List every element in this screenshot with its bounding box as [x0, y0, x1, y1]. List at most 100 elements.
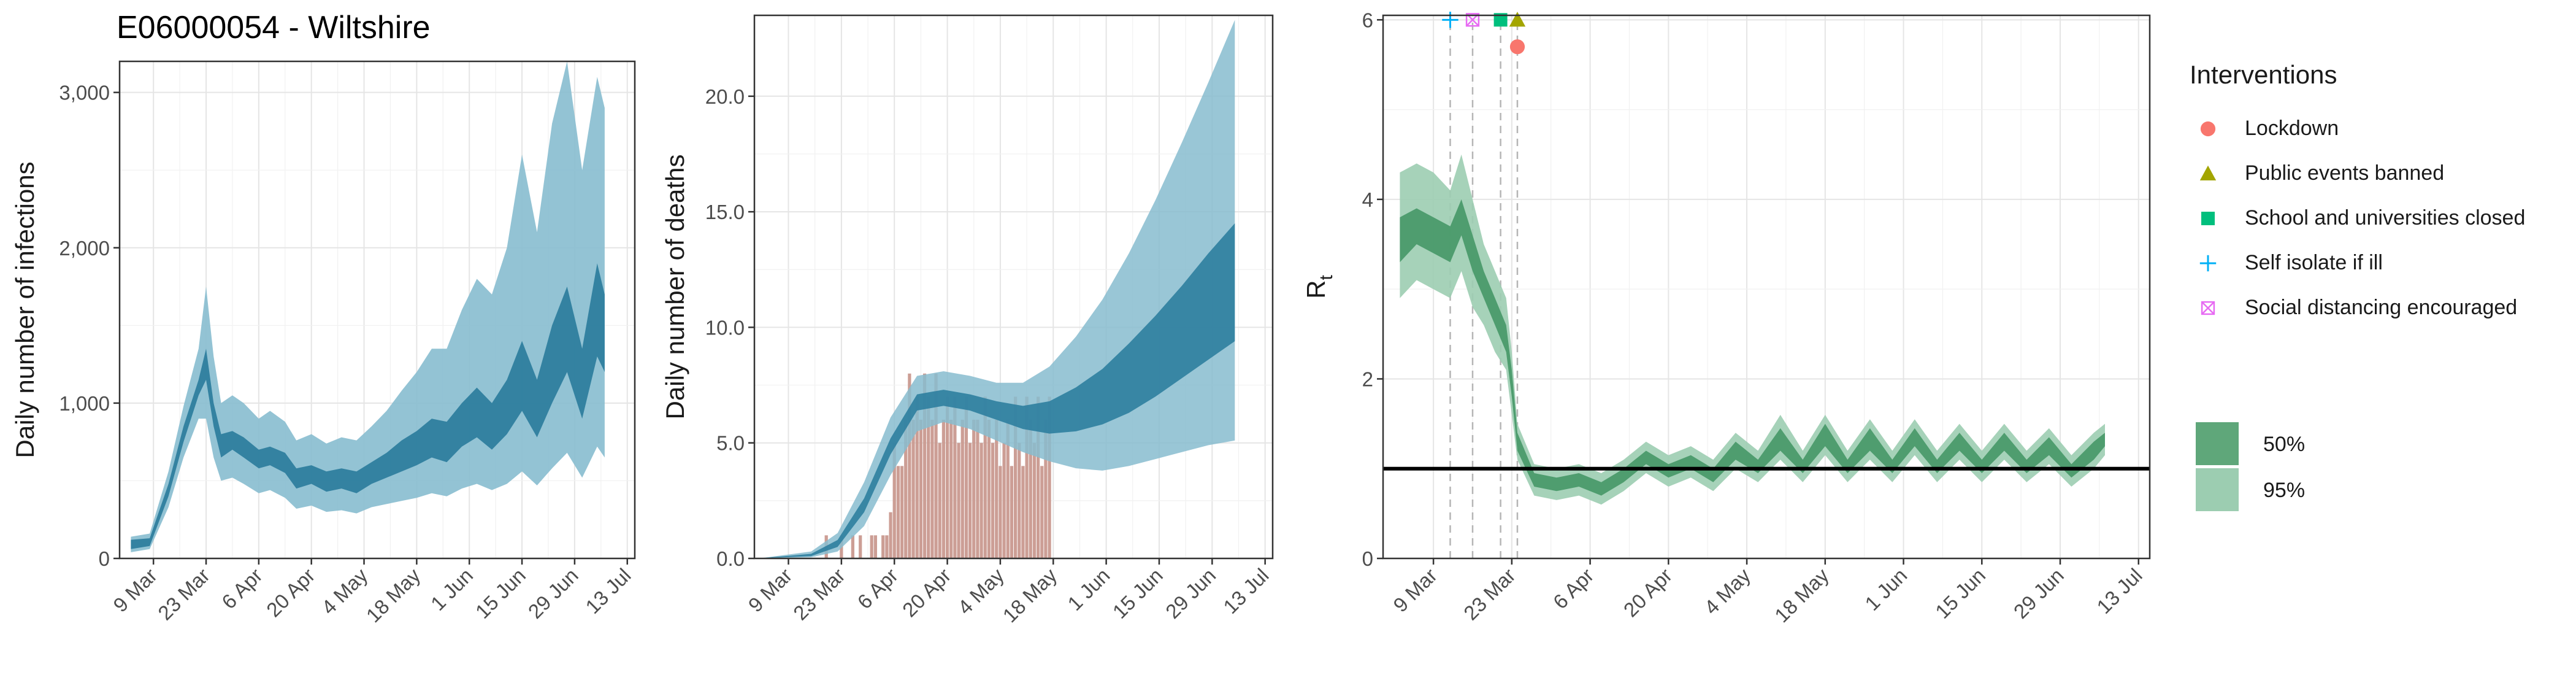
legend-label: Social distancing encouraged — [2245, 296, 2518, 319]
legend-item-plus: Self isolate if ill — [2183, 245, 2564, 282]
death-bar — [919, 420, 923, 558]
death-bar — [964, 396, 968, 558]
x-tick-label: 1 Jun — [1860, 564, 1911, 615]
x-tick-label: 13 Jul — [2092, 564, 2146, 618]
plus-icon — [2199, 255, 2217, 272]
legend-item-triangle: Public events banned — [2183, 155, 2564, 192]
legend-label: Self isolate if ill — [2245, 251, 2383, 274]
x-tick-label: 29 Jun — [1161, 564, 1220, 623]
death-bar — [889, 512, 892, 558]
x-tick-label: 29 Jun — [524, 564, 583, 623]
death-bar — [991, 442, 995, 558]
death-bar — [896, 466, 900, 558]
triangle-icon — [2199, 165, 2217, 180]
y-tick-label: 0.0 — [716, 547, 745, 570]
y-tick-label: 5.0 — [716, 432, 745, 455]
death-bar — [911, 420, 915, 558]
death-bar — [999, 466, 1002, 558]
death-bar — [885, 535, 889, 558]
y-tick-label: 10.0 — [705, 316, 745, 339]
legend: Interventions Lockdown Public events bann… — [2183, 49, 2564, 601]
y-tick-label: 0 — [99, 547, 110, 570]
y-tick-label: 20.0 — [705, 85, 745, 108]
death-bar — [922, 373, 927, 558]
x-tick-label: 29 Jun — [2009, 564, 2068, 623]
death-bar — [987, 420, 991, 558]
ci-swatch — [2196, 468, 2239, 511]
intervention-marker — [1509, 39, 1525, 55]
death-bar — [972, 420, 976, 558]
ci-swatch — [2196, 422, 2239, 465]
death-bar — [1032, 442, 1037, 558]
boxcross-icon — [2201, 301, 2215, 315]
x-tick-label: 18 May — [999, 563, 1062, 627]
intervention-marker — [1493, 13, 1508, 27]
legend-label: Lockdown — [2245, 117, 2339, 140]
x-tick-label: 6 Apr — [1549, 564, 1598, 614]
ribbon-95 — [758, 20, 1235, 558]
ribbon-50 — [131, 263, 605, 549]
x-tick-label: 15 Jun — [1108, 564, 1167, 623]
death-bar — [908, 373, 911, 558]
death-bar — [976, 420, 979, 558]
x-tick-label: 15 Jun — [1931, 564, 1990, 623]
x-tick-label: 23 Mar — [789, 564, 849, 625]
death-bar — [904, 420, 908, 558]
legend-label: Public events banned — [2245, 161, 2445, 185]
x-tick-label: 23 Mar — [1459, 564, 1520, 625]
y-axis-label: Daily number of deaths — [661, 155, 689, 420]
y-tick-label: 15.0 — [705, 201, 745, 223]
death-bar — [983, 396, 987, 558]
death-bar — [892, 442, 896, 558]
x-tick-label: 13 Jul — [581, 564, 635, 618]
ci-label: 95% — [2263, 479, 2306, 502]
death-bar — [938, 442, 941, 558]
death-bar — [1036, 396, 1040, 558]
ribbon-50 — [1400, 199, 2105, 496]
x-tick-label: 1 Jun — [426, 564, 477, 615]
x-tick-label: 9 Mar — [1389, 564, 1441, 617]
death-bar — [927, 396, 930, 558]
death-bar — [1029, 420, 1032, 558]
death-bar — [945, 396, 949, 558]
y-tick-label: 2 — [1362, 368, 1373, 390]
death-bar — [851, 535, 854, 558]
y-tick-label: 0 — [1362, 547, 1373, 570]
y-tick-label: 3,000 — [59, 82, 110, 104]
intervention-marker — [1509, 12, 1526, 27]
death-bar — [1044, 420, 1048, 558]
death-bar — [1040, 466, 1044, 558]
death-bar — [1025, 396, 1029, 558]
death-bar — [953, 396, 957, 558]
y-tick-label: 4 — [1362, 188, 1373, 211]
death-bar — [1010, 466, 1014, 558]
intervention-marker — [1442, 12, 1459, 28]
death-bar — [1002, 442, 1006, 558]
y-tick-label: 1,000 — [59, 392, 110, 415]
x-tick-label: 6 Apr — [217, 564, 267, 614]
x-tick-label: 20 Apr — [898, 564, 956, 622]
x-tick-label: 20 Apr — [262, 564, 320, 622]
legend-label: School and universities closed — [2245, 206, 2526, 230]
legend-item-square: School and universities closed — [2183, 200, 2564, 237]
ribbon-50 — [758, 223, 1235, 558]
death-bar — [915, 396, 919, 558]
panel-border — [118, 60, 636, 560]
death-bar — [1013, 396, 1018, 558]
y-axis-label: Rt — [1301, 275, 1336, 299]
x-tick-label: 18 May — [1770, 563, 1833, 627]
x-tick-label: 23 Mar — [153, 564, 214, 625]
death-bar — [930, 420, 934, 558]
x-tick-label: 15 Jun — [471, 564, 530, 623]
death-bar — [960, 420, 964, 558]
y-tick-label: 6 — [1362, 9, 1373, 31]
death-bar — [995, 420, 999, 558]
x-tick-label: 18 May — [362, 563, 425, 627]
y-tick-label: 2,000 — [59, 237, 110, 260]
death-bar — [881, 535, 885, 558]
x-tick-label: 4 May — [1700, 563, 1755, 619]
x-tick-label: 20 Apr — [1619, 564, 1677, 622]
x-tick-label: 6 Apr — [853, 564, 903, 614]
